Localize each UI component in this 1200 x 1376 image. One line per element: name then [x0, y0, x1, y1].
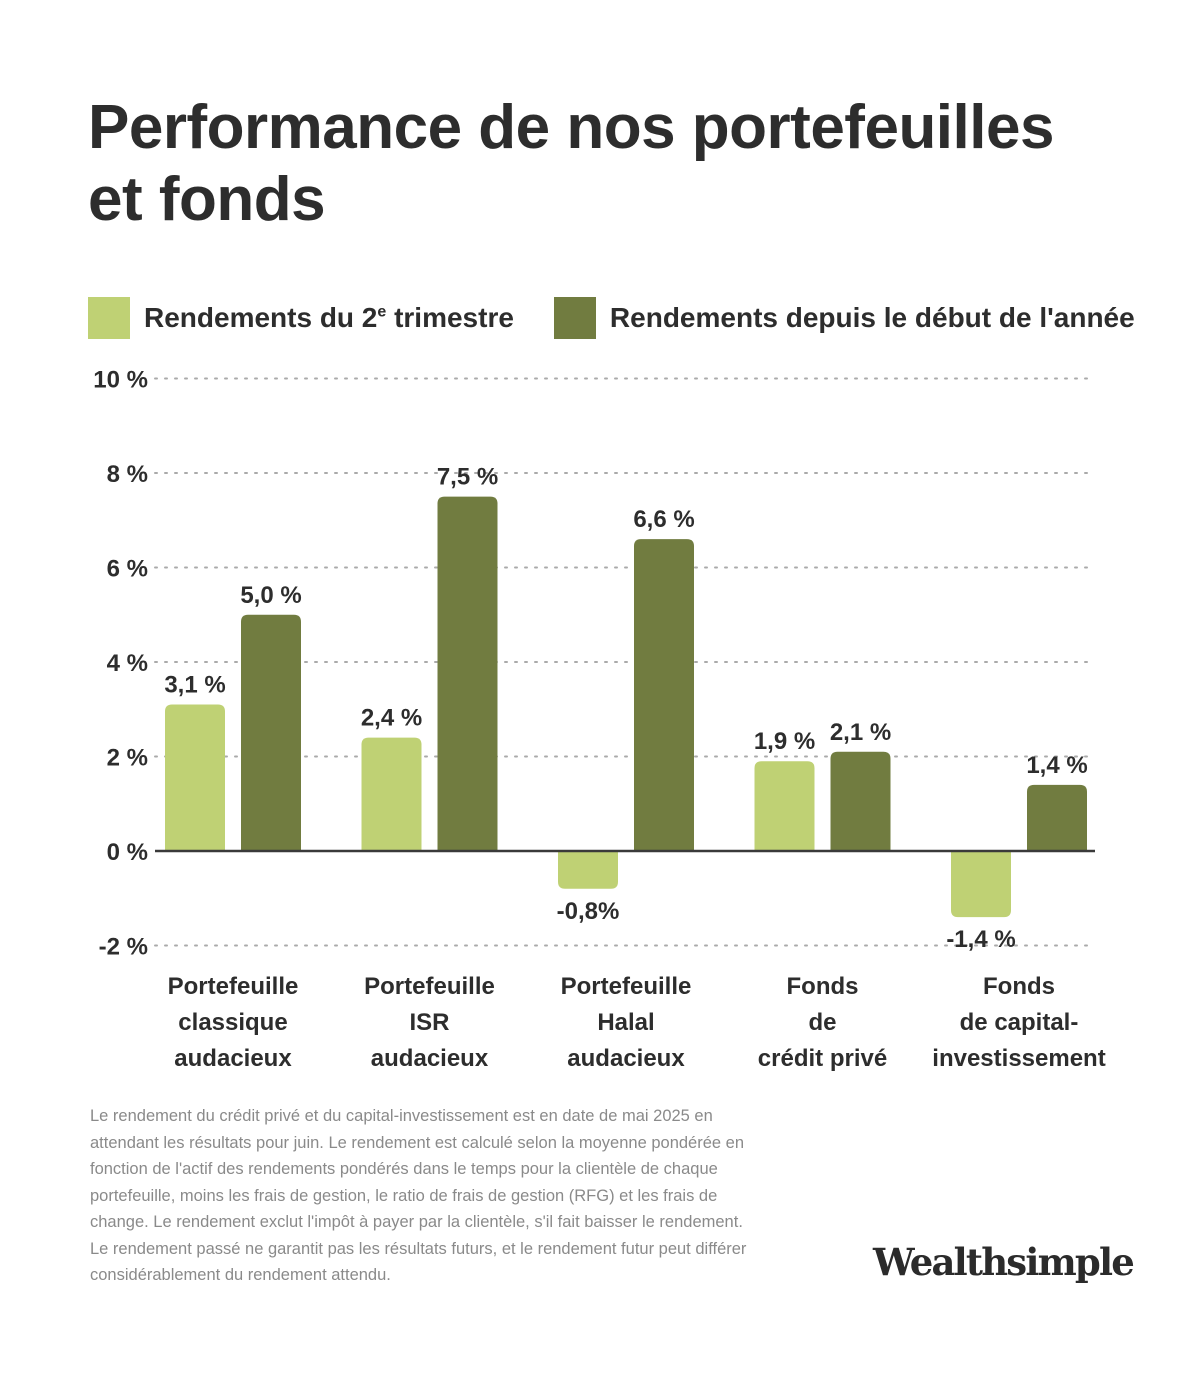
legend-item-quarterly: Rendements du 2e trimestre	[88, 297, 514, 339]
wealthsimple-logo: Wealthsimple	[873, 1240, 1135, 1284]
category-label: crédit privé	[758, 1045, 887, 1072]
legend-label-quarterly: Rendements du 2e trimestre	[144, 302, 514, 334]
bar-quarterly	[951, 851, 1011, 918]
category-label: classique	[178, 1009, 287, 1036]
data-label: 1,4 %	[1026, 752, 1087, 779]
category-label: Portefeuille	[561, 973, 692, 1000]
page-title: Performance de nos portefeuilles et fond…	[88, 93, 1054, 234]
category-label: Fonds	[983, 973, 1055, 1000]
data-label: 6,6 %	[633, 506, 694, 533]
legend-label-ytd: Rendements depuis le début de l'année	[609, 302, 1135, 333]
bar-ytd	[1027, 784, 1087, 851]
category-label: audacieux	[174, 1045, 292, 1072]
data-label: -0,8%	[557, 898, 620, 925]
data-label: 2,1 %	[830, 719, 891, 746]
data-label: 2,4 %	[361, 705, 422, 732]
bar-chart: -2 % 0 % 2 % 4 % 6 % 8 % 10 % 3,1 % 2,4 % -0,8% 1,…	[93, 367, 1105, 1073]
category-label: ISR	[409, 1009, 449, 1036]
legend-label-quarterly-text: Rendements du 2	[144, 302, 378, 333]
legend-swatch-quarterly	[88, 297, 130, 339]
data-label: 3,1 %	[164, 672, 225, 699]
legend-label-quarterly-sup: e	[377, 303, 387, 321]
category-label: Fonds	[787, 973, 859, 1000]
category-label: Portefeuille	[364, 973, 495, 1000]
bar-quarterly	[165, 704, 225, 851]
bar-quarterly	[361, 737, 422, 851]
bar-quarterly	[558, 851, 618, 889]
bar-ytd	[634, 539, 694, 851]
legend-swatch-ytd	[553, 297, 596, 339]
bar-ytd	[241, 614, 301, 851]
data-label: 1,9 %	[754, 728, 815, 755]
bar-ytd	[437, 496, 498, 851]
y-tick-label: -2 %	[99, 934, 148, 961]
y-tick-label: 6 %	[107, 556, 148, 583]
data-label: 5,0 %	[240, 582, 301, 609]
chart-legend: Rendements du 2e trimestre Rendements de…	[88, 297, 1175, 339]
category-label: de	[808, 1009, 836, 1036]
footnote: Le rendement du crédit privé et du capit…	[90, 1107, 747, 1284]
y-tick-label: 8 %	[107, 461, 148, 488]
y-tick-label: 10 %	[93, 367, 148, 394]
category-label: Portefeuille	[168, 973, 299, 1000]
y-tick-label: 4 %	[107, 650, 148, 677]
category-label: audacieux	[567, 1045, 685, 1072]
bar-ytd	[830, 751, 891, 851]
legend-label-quarterly-end: trimestre	[386, 302, 514, 333]
category-label: de capital-	[960, 1009, 1079, 1036]
data-label: 7,5 %	[437, 464, 498, 491]
category-label: Halal	[597, 1009, 654, 1036]
legend-item-ytd: Rendements depuis le début de l'année	[553, 297, 1135, 339]
y-tick-label: 2 %	[107, 745, 148, 772]
data-label: -1,4 %	[946, 926, 1015, 953]
category-label: investissement	[932, 1045, 1105, 1072]
category-label: audacieux	[371, 1045, 489, 1072]
bar-quarterly	[754, 761, 815, 851]
y-tick-label: 0 %	[107, 839, 148, 866]
